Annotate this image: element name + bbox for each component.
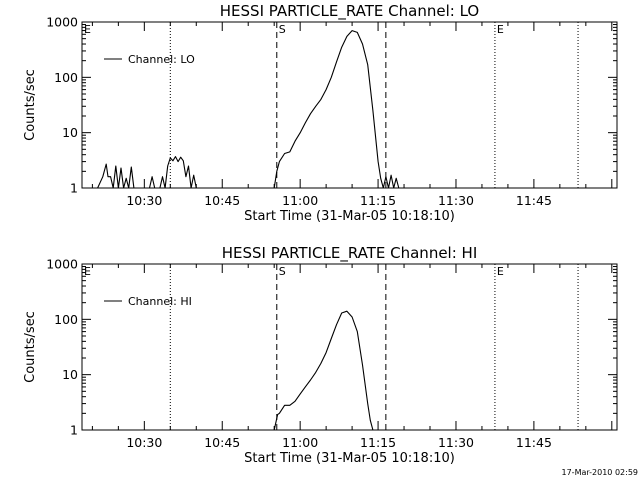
x-tick-label: 11:15 — [360, 435, 396, 450]
x-tick-label: 11:30 — [438, 193, 474, 208]
x-tick-label: 11:45 — [516, 435, 552, 450]
interval-marker-label: S — [279, 265, 286, 278]
interval-marker-label: E — [497, 265, 504, 278]
x-tick-label: 10:30 — [126, 435, 162, 450]
interval-marker-label: S — [279, 23, 286, 36]
y-axis-label: Counts/sec — [23, 69, 38, 141]
x-tick-label: 11:00 — [282, 435, 318, 450]
chart-title: HESSI PARTICLE_RATE Channel: HI — [222, 244, 478, 263]
legend-label: Channel: LO — [128, 53, 195, 66]
y-tick-label: 100 — [54, 312, 78, 327]
x-tick-label: 11:45 — [516, 193, 552, 208]
x-tick-label: 11:00 — [282, 193, 318, 208]
panel-lo: HESSI PARTICLE_RATE Channel: LO S E E 1 10 100… — [23, 2, 618, 224]
interval-marker-label: E — [497, 23, 504, 36]
x-tick-label: 10:30 — [126, 193, 162, 208]
interval-marker-label: E — [84, 23, 91, 36]
x-axis-label: Start Time (31-Mar-05 10:18:10) — [244, 451, 455, 466]
panel-hi: HESSI PARTICLE_RATE Channel: HI S E E 1 10 100… — [23, 244, 618, 466]
x-tick-label: 10:45 — [204, 435, 240, 450]
y-tick-label: 1 — [70, 181, 78, 196]
y-tick-label: 1 — [70, 423, 78, 438]
y-tick-label: 10 — [62, 367, 78, 382]
y-tick-label: 10 — [62, 125, 78, 140]
x-tick-label: 11:30 — [438, 435, 474, 450]
x-tick-label: 10:45 — [204, 193, 240, 208]
plot-frame — [81, 21, 618, 189]
plot-frame — [81, 263, 618, 431]
plot-timestamp: 17-Mar-2010 02:59 — [562, 468, 639, 477]
series-line — [97, 30, 430, 189]
y-tick-label: 100 — [54, 70, 78, 85]
y-axis-label: Counts/sec — [23, 311, 38, 383]
x-tick-label: 11:15 — [360, 193, 396, 208]
x-axis-label: Start Time (31-Mar-05 10:18:10) — [244, 209, 455, 224]
legend-label: Channel: HI — [128, 295, 192, 308]
interval-marker-label: E — [84, 265, 91, 278]
y-tick-label: 1000 — [46, 257, 78, 272]
y-tick-label: 1000 — [46, 15, 78, 30]
series-line — [97, 310, 430, 431]
chart-title: HESSI PARTICLE_RATE Channel: LO — [220, 2, 479, 21]
